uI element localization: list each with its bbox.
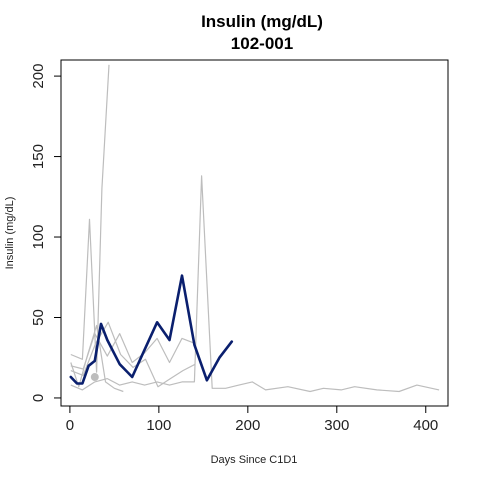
background-series-group [70,64,440,393]
y-tick-label: 50 [30,309,47,326]
x-axis: 0 100 200 300 400 [66,405,438,434]
marker-group [90,373,99,382]
x-tick-label: 400 [413,417,438,434]
background-series-line-2 [70,175,440,393]
x-axis-label: Days Since C1D1 [211,454,298,466]
chart-subtitle: 102-001 [231,34,293,53]
background-series-line-1 [70,64,110,373]
y-axis: 0 50 100 150 200 [30,64,62,402]
y-tick-label: 100 [30,225,47,250]
chart-title: Insulin (mg/dL) [201,12,323,31]
x-tick-label: 300 [324,417,349,434]
highlight-series-group [69,274,234,385]
y-axis-label: Insulin (mg/dL) [4,197,16,270]
background-series-line-4 [70,324,124,393]
y-tick-label: 0 [30,394,47,402]
y-tick-label: 150 [30,144,47,169]
y-tick-label: 200 [30,64,47,89]
x-tick-label: 200 [235,417,260,434]
background-series-line-5 [70,321,196,388]
highlight-series-line [69,274,234,385]
plot-area-frame [60,59,449,407]
x-tick-label: 0 [66,417,74,434]
data-marker-1 [90,373,99,382]
x-tick-label: 100 [146,417,171,434]
